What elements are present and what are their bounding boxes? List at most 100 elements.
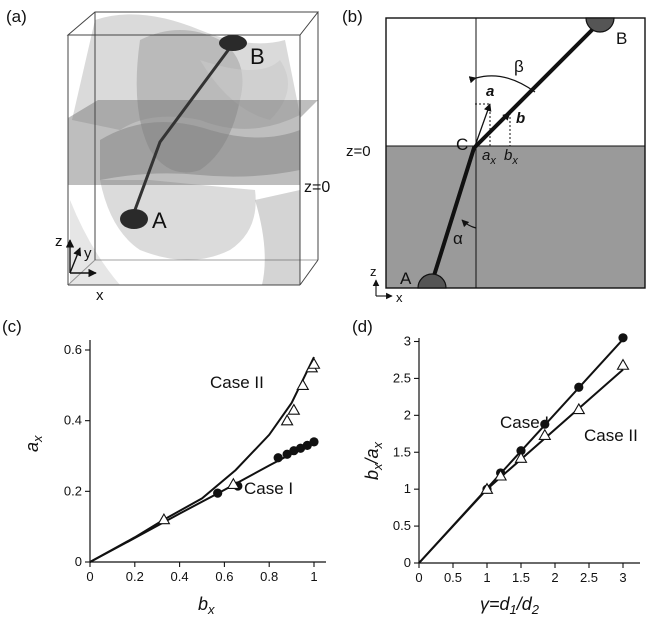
c-points: [157, 357, 321, 525]
y-tick-label: 0: [75, 554, 82, 569]
beta-arc: [468, 75, 536, 93]
point-case-ii: [616, 358, 630, 370]
point-case-i: [618, 333, 628, 343]
axis-y-label-a: y: [84, 245, 92, 262]
x-tick-label: 0.8: [260, 569, 278, 584]
x-tick-label: 1: [483, 570, 490, 585]
point-case-ii: [287, 403, 301, 415]
c-xlabel: bx: [198, 594, 215, 617]
point-case-ii: [494, 469, 508, 481]
panel-a-label: (a): [6, 7, 27, 26]
axes-icon-a: [65, 239, 97, 278]
point-a-label-b: A: [400, 269, 412, 288]
point-case-ii: [226, 477, 240, 489]
point-case-i: [273, 453, 283, 463]
panel-a: (a) B A z=0 z y x: [6, 7, 330, 304]
panel-c-label: (c): [2, 317, 22, 336]
point-a-label-a: A: [152, 208, 167, 233]
y-tick-label: 2.5: [393, 370, 411, 385]
c-ylabel: ax: [22, 435, 45, 452]
point-b-label-b: B: [616, 29, 627, 48]
x-tick-label: 0.6: [215, 569, 233, 584]
c-ticks: 0 0.2 0.4 0.6 0.8 1 0 0.2 0.4 0.6: [64, 342, 318, 584]
bead-b-b: [585, 17, 615, 33]
d-xlabel: γ=d1/d2: [480, 594, 540, 617]
cube-wireframe: [66, 11, 320, 286]
fit-line-case-ii: [89, 356, 315, 563]
bead-a-b: [417, 273, 447, 289]
c-case2-label: Case II: [210, 373, 264, 392]
axis-x-label-a: x: [96, 287, 104, 304]
x-tick-label: 3: [619, 570, 626, 585]
point-c-label: C: [456, 135, 468, 154]
beta-label: β: [514, 57, 524, 76]
lower-half: [386, 146, 645, 288]
alpha-arc: [461, 219, 477, 229]
fit-line-case-ii: [418, 368, 624, 564]
alpha-label: α: [453, 229, 463, 248]
panel-d: (d) 0 0.5 1 1.5 2 2.5 3 0 0.5 1 1.5 2 2.5 3 Case I Ca…: [352, 317, 640, 617]
point-case-ii: [572, 402, 586, 415]
point-case-ii: [514, 451, 528, 463]
point-case-i: [516, 446, 526, 456]
y-tick-label: 2: [404, 407, 411, 422]
panel-b-label: (b): [342, 7, 363, 26]
axes-icon-b: [372, 279, 393, 300]
point-case-ii: [538, 428, 552, 440]
y-tick-label: 1: [404, 481, 411, 496]
rod-a-b: [130, 44, 234, 219]
bead-a: [120, 209, 148, 229]
vector-b: [474, 112, 511, 147]
axis-z-label-a: z: [55, 233, 63, 250]
axis-x-label-b: x: [396, 290, 403, 305]
x-tick-label: 0: [86, 569, 93, 584]
y-tick-label: 0.2: [64, 483, 82, 498]
point-b-label-a: B: [250, 44, 265, 69]
vector-b-label: b: [516, 110, 525, 127]
vector-a-label: a: [486, 83, 494, 100]
point-case-i: [540, 419, 550, 429]
panel-c: (c) 0 0.2 0.4 0.6 0.8 1 0 0.2 0.4 0.6 Case II Cas…: [2, 317, 326, 617]
point-case-i: [213, 488, 223, 498]
d-ticks: 0 0.5 1 1.5 2 2.5 3 0 0.5 1 1.5 2 2.5 3: [393, 334, 627, 586]
y-tick-label: 0.5: [393, 518, 411, 533]
x-tick-label: 1.5: [512, 570, 530, 585]
c-case1-label: Case I: [244, 479, 293, 498]
bx-label: bx: [504, 147, 518, 167]
axis-z-label-b: z: [370, 264, 377, 279]
bead-b: [219, 35, 247, 51]
x-tick-label: 2: [551, 570, 558, 585]
d-case2-label: Case II: [584, 426, 638, 445]
x-tick-label: 0.4: [171, 569, 189, 584]
plane-z0: [68, 100, 318, 185]
panel-b: (b) B A C β α a b ax bx z=0 z x: [342, 7, 646, 305]
y-tick-label: 0.4: [64, 413, 82, 428]
y-tick-label: 1.5: [393, 444, 411, 459]
ax-label: ax: [482, 147, 496, 167]
panel-b-frame: [385, 17, 646, 289]
point-case-i: [309, 437, 319, 447]
y-tick-label: 3: [404, 334, 411, 349]
point-case-i: [574, 382, 584, 392]
x-tick-label: 0: [415, 570, 422, 585]
x-tick-label: 2.5: [580, 570, 598, 585]
panel-d-label: (d): [352, 317, 373, 336]
d-case1-label: Case I: [500, 413, 549, 432]
point-case-ii: [280, 414, 294, 426]
x-tick-label: 0.2: [126, 569, 144, 584]
plane-label-a: z=0: [304, 179, 330, 196]
point-case-ii: [157, 512, 171, 525]
rod-b: [430, 24, 598, 283]
x-tick-label: 1: [310, 569, 317, 584]
d-points: [480, 333, 630, 494]
d-ylabel: bx/ax: [362, 441, 385, 480]
point-case-ii: [296, 378, 310, 391]
point-case-ii: [307, 357, 321, 369]
plane-label-b: z=0: [346, 143, 371, 160]
y-tick-label: 0: [404, 555, 411, 570]
y-tick-label: 0.6: [64, 342, 82, 357]
point-case-ii: [480, 482, 494, 494]
vector-a: [474, 103, 492, 147]
x-tick-label: 0.5: [444, 570, 462, 585]
